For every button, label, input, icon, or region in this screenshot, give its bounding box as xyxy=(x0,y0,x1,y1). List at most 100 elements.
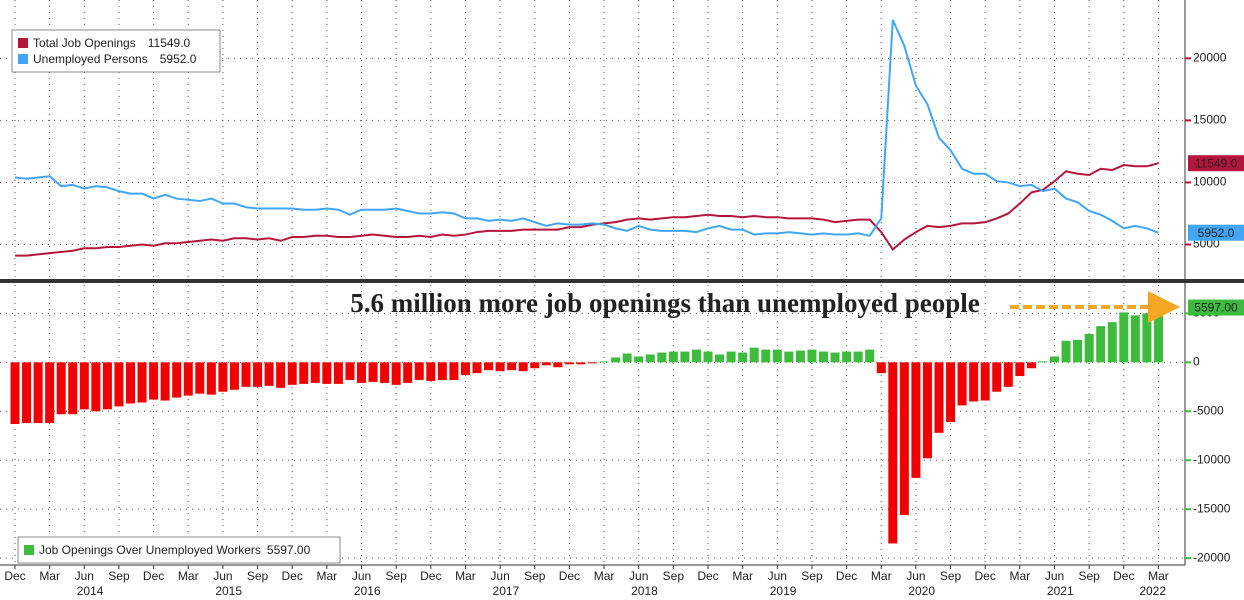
bar xyxy=(1038,361,1048,363)
bar xyxy=(807,349,817,363)
bar xyxy=(102,362,112,410)
bar xyxy=(703,351,713,363)
y-tick-label: 0 xyxy=(1193,355,1200,369)
bar xyxy=(1084,333,1094,363)
bar xyxy=(715,354,725,363)
bar xyxy=(68,362,78,415)
x-tick-label: Sep xyxy=(524,569,546,583)
bar xyxy=(507,362,517,371)
legend-box xyxy=(17,536,341,564)
x-tick-label: Jun xyxy=(490,569,509,583)
legend-value: 5597.00 xyxy=(267,543,311,557)
x-tick-label: Sep xyxy=(663,569,685,583)
bar xyxy=(564,362,574,365)
last-value-label: 5952.0 xyxy=(1198,226,1235,240)
y-tick-label: -20000 xyxy=(1193,550,1231,564)
grid xyxy=(0,0,1185,565)
bar xyxy=(1050,356,1059,363)
bar xyxy=(911,362,921,478)
bar xyxy=(276,362,286,388)
x-tick-label: Sep xyxy=(385,569,407,583)
bar xyxy=(680,351,690,363)
bar xyxy=(691,349,701,363)
bar xyxy=(33,362,43,424)
bar xyxy=(772,349,782,363)
bar xyxy=(1130,315,1140,363)
y-tick-label: 15000 xyxy=(1193,113,1227,127)
bar xyxy=(622,353,632,363)
bar xyxy=(1153,307,1163,363)
x-year-label: 2022 xyxy=(1139,584,1166,598)
x-tick-label: Jun xyxy=(213,569,232,583)
y-tick-label: -10000 xyxy=(1193,452,1231,466)
x-tick-label: Mar xyxy=(732,569,753,583)
x-tick-label: Dec xyxy=(697,569,718,583)
bar xyxy=(380,362,390,383)
bar xyxy=(426,362,436,381)
bar xyxy=(149,362,159,400)
bar xyxy=(1142,313,1152,363)
bar xyxy=(969,362,979,402)
bar xyxy=(403,362,413,383)
x-tick-label: Jun xyxy=(768,569,787,583)
bar xyxy=(1107,322,1117,363)
bar xyxy=(611,357,621,363)
bar xyxy=(79,362,89,410)
y-tick-label: 20000 xyxy=(1193,51,1227,65)
x-year-label: 2014 xyxy=(77,584,104,598)
x-tick-label: Dec xyxy=(420,569,441,583)
legend-value: 11549.0 xyxy=(148,36,191,50)
x-tick-label: Sep xyxy=(801,569,823,583)
x-year-label: 2016 xyxy=(354,584,381,598)
bar xyxy=(357,362,366,383)
x-tick-label: Mar xyxy=(594,569,615,583)
x-tick-label: Sep xyxy=(1078,569,1100,583)
x-tick-label: Dec xyxy=(282,569,303,583)
bar xyxy=(888,362,898,544)
bar xyxy=(980,362,990,401)
bar xyxy=(634,356,644,363)
bar xyxy=(1061,340,1071,363)
bar xyxy=(541,362,551,366)
bar xyxy=(553,362,563,368)
bar xyxy=(946,362,956,423)
bar xyxy=(114,362,124,407)
bar xyxy=(795,350,805,363)
bar xyxy=(172,362,182,398)
last-value-badge xyxy=(1188,155,1244,172)
x-tick-label: Jun xyxy=(629,569,648,583)
bar xyxy=(484,362,494,371)
bar xyxy=(1073,339,1083,363)
bar xyxy=(842,351,852,363)
x-year-label: 2020 xyxy=(908,584,935,598)
bar xyxy=(726,351,736,363)
bar xyxy=(10,362,20,425)
x-tick-label: Jun xyxy=(906,569,925,583)
bar xyxy=(749,347,759,363)
x-year-label: 2018 xyxy=(631,584,658,598)
bar xyxy=(160,362,170,401)
x-tick-label: Dec xyxy=(836,569,857,583)
bar xyxy=(449,362,459,380)
x-tick-label: Dec xyxy=(1113,569,1134,583)
bar xyxy=(264,362,274,386)
bar xyxy=(345,362,355,380)
legend-swatch xyxy=(18,54,28,64)
legend-swatch xyxy=(24,545,34,555)
bar xyxy=(761,349,771,363)
x-tick-label: Mar xyxy=(871,569,892,583)
bar xyxy=(599,361,609,363)
bar xyxy=(876,362,886,374)
bar xyxy=(657,352,667,363)
legend-value: 5952.0 xyxy=(160,52,197,66)
bar xyxy=(56,362,66,415)
bar xyxy=(22,362,32,424)
y-tick-label: -15000 xyxy=(1193,501,1231,515)
bar xyxy=(195,362,205,394)
bar xyxy=(126,362,135,404)
x-tick-label: Mar xyxy=(39,569,60,583)
bar xyxy=(229,362,239,390)
bar xyxy=(1119,312,1129,363)
last-value-badge xyxy=(1188,299,1244,316)
